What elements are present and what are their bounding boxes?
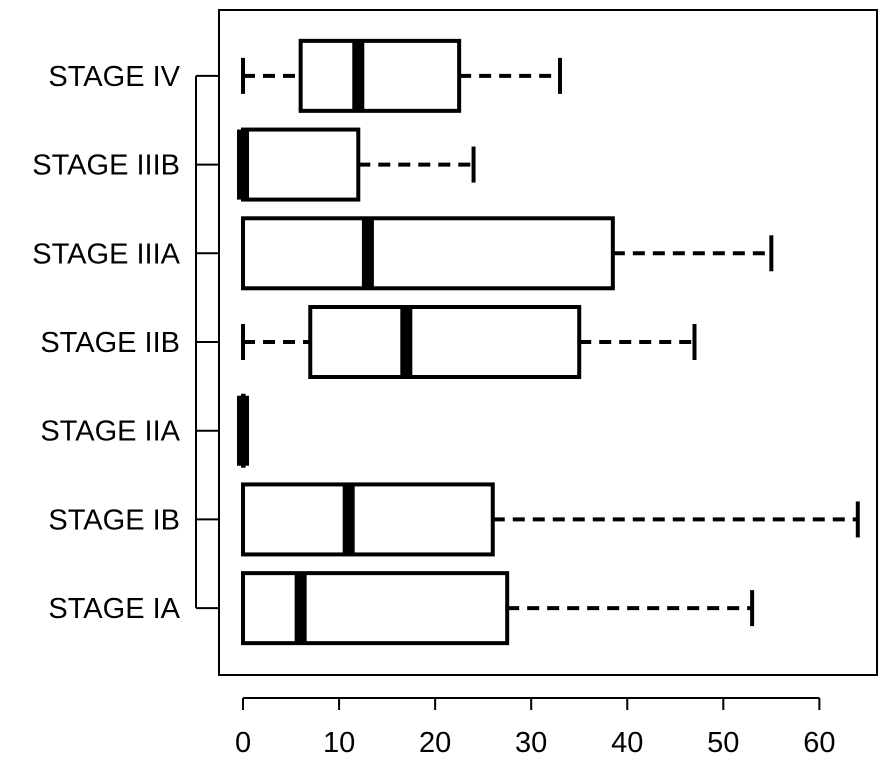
box-group	[241, 216, 774, 291]
y-axis: STAGE IA STAGE IB STAGE IIA STAGE IIB STAGE …	[32, 61, 219, 625]
iqr-box	[241, 482, 495, 557]
median-line	[342, 484, 355, 555]
median-line	[237, 129, 250, 200]
x-tick-label: 0	[235, 727, 251, 757]
y-category-label: STAGE IIIA	[32, 238, 180, 270]
y-category-label: STAGE IV	[48, 61, 180, 93]
box-group	[237, 127, 476, 202]
box-group	[241, 38, 563, 113]
iqr-box	[241, 216, 615, 291]
x-tick-label: 60	[803, 727, 835, 757]
box-group	[241, 571, 755, 646]
y-category-label: STAGE IA	[48, 593, 180, 625]
median-line	[237, 395, 250, 466]
iqr-box	[298, 38, 462, 113]
x-axis: 0 10 20 30 40 50 60	[235, 697, 835, 757]
x-tick-label: 10	[323, 727, 355, 757]
iqr-box	[241, 127, 361, 202]
boxes-layer	[237, 38, 860, 646]
box-group	[241, 482, 860, 557]
y-category-label: STAGE IIB	[40, 327, 180, 359]
box-group	[241, 305, 697, 379]
median-line	[400, 307, 413, 377]
iqr-box	[308, 305, 582, 379]
box-group	[237, 393, 250, 468]
y-category-label: STAGE IIA	[40, 416, 180, 448]
median-line	[294, 573, 307, 644]
median-line	[352, 40, 365, 111]
x-tick-label: 50	[707, 727, 739, 757]
x-tick-label: 30	[515, 727, 547, 757]
y-category-label: STAGE IIIB	[32, 150, 180, 182]
x-tick-label: 20	[419, 727, 451, 757]
median-line	[361, 218, 374, 289]
iqr-box	[241, 571, 510, 646]
y-category-label: STAGE IB	[48, 504, 180, 536]
x-tick-label: 40	[611, 727, 643, 757]
